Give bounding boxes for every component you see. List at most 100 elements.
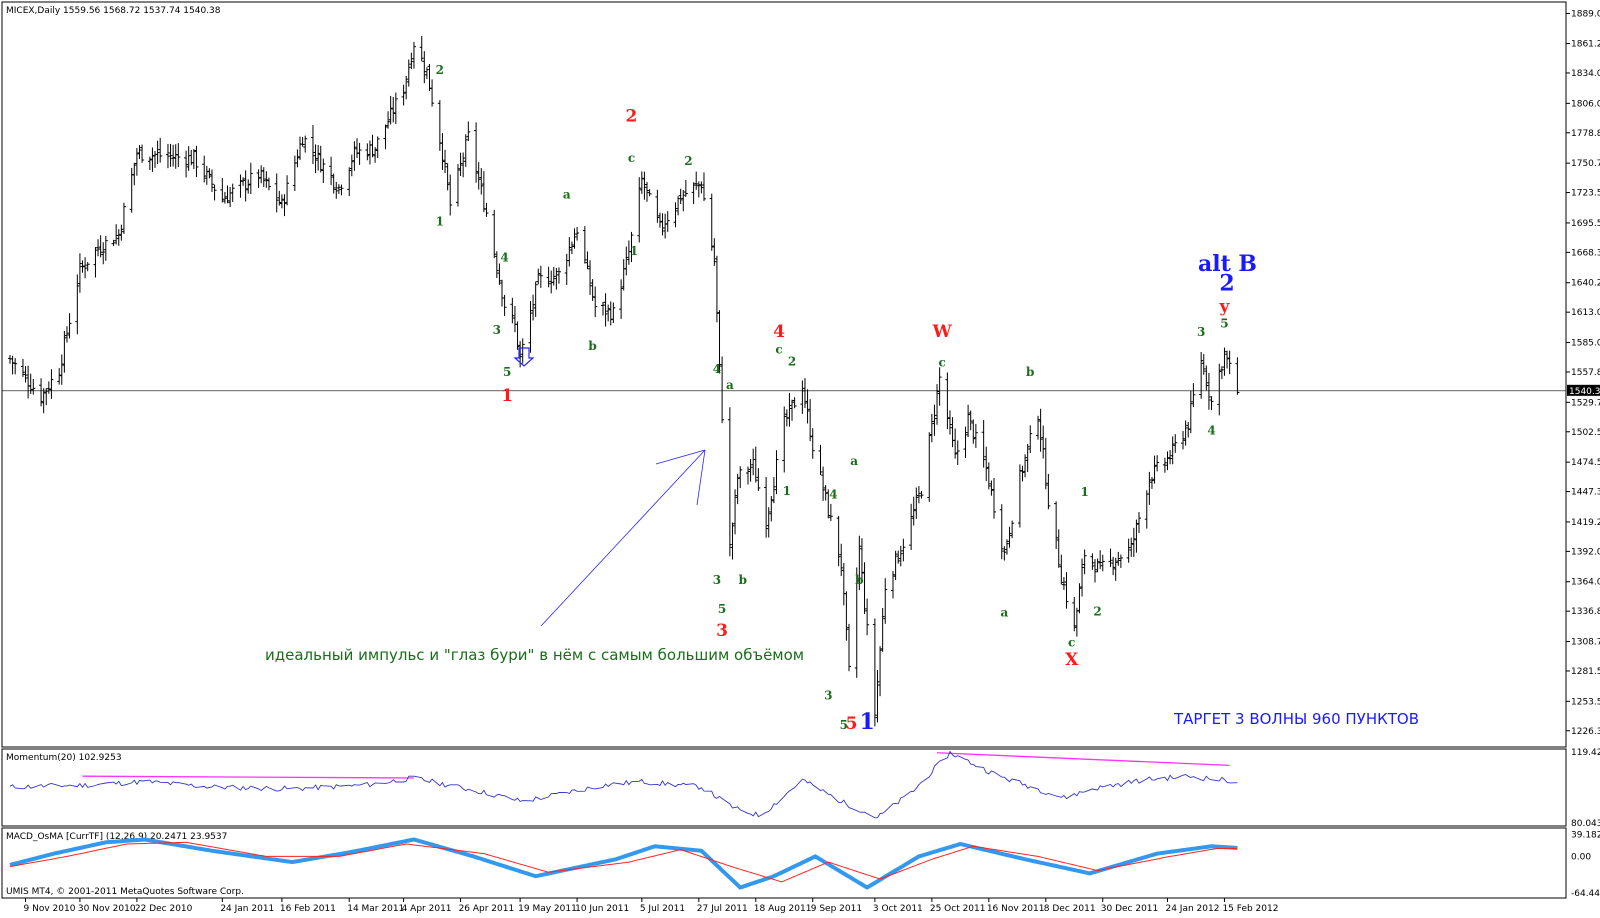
ohlc-bar [1072,596,1077,632]
ohlc-bar [875,670,880,723]
time-tick-label: 19 May 2011 [518,904,577,914]
wave-label: 4 [773,322,785,342]
ohlc-bar [1054,501,1059,550]
ohlc-bar [67,313,72,339]
wave-label: c [775,342,782,356]
ohlc-bar [1061,577,1066,590]
wave-label: 3 [1197,325,1205,339]
price-tick-label: 1253.50 [1571,697,1600,707]
time-tick-label: 14 Mar 2011 [347,904,404,914]
ohlc-bar [1002,546,1007,561]
wave-label: c [628,151,635,165]
ohlc-bar [901,538,906,562]
macd-axis: 39.1823 0.00 -64.4428 [1571,830,1600,899]
wave-label: 5 [503,365,511,379]
ohlc-bar [455,164,460,207]
price-tick-label: 1723.55 [1571,189,1600,199]
ohlc-bar [981,420,986,468]
ohlc-bar [406,59,411,87]
momentum-axis: 119.4233 80.0431 [1571,748,1600,829]
ohlc-bar [932,404,937,436]
ohlc-bar [533,281,538,317]
ohlc-bar [727,407,732,557]
ohlc-bar [1080,558,1085,597]
ohlc-bar [474,122,479,183]
price-axis: 1889.00 1861.25 1834.05 1806.00 1778.80 1750.… [1566,9,1600,737]
wave-label: 1 [859,709,874,735]
macd-panel-frame [1,827,1567,899]
ohlc-bar [699,181,704,194]
ohlc-bar [264,171,269,188]
ohlc-bar [730,522,735,560]
time-tick-label: 4 Apr 2011 [402,904,452,914]
target-note: ТАРГЕТ 3 ВОЛНЫ 960 ПУНКТОВ [1173,710,1419,728]
ohlc-bar [329,156,334,186]
ohlc-bar [916,486,921,504]
ohlc-bar [588,260,593,295]
ohlc-bar [756,468,761,491]
ohlc-bar [225,185,230,204]
ohlc-bar [624,246,629,276]
ohlc-bar [569,241,574,255]
ohlc-bar [23,366,28,383]
ohlc-bar [582,226,587,264]
time-tick-label: 24 Jan 2011 [220,904,274,914]
ohlc-bar [1126,538,1131,563]
ohlc-bar [774,450,779,495]
wave-label: 4 [1207,424,1215,438]
wave-label: 5 [840,718,848,732]
ohlc-bar [383,124,388,150]
ohlc-bar [1116,551,1121,566]
ohlc-bar [220,177,225,203]
ohlc-bar [476,162,481,190]
ohlc-bar [316,145,321,171]
ohlc-bar [243,170,248,202]
price-tick-label: 1529.75 [1571,398,1600,408]
ohlc-bar [184,150,189,178]
ohlc-bar [357,142,362,165]
ohlc-bar [973,423,978,448]
ohlc-bar [808,399,813,442]
ohlc-bar [168,143,173,167]
ohlc-bar [839,543,844,577]
wave-label: 1 [1080,485,1088,499]
time-tick-label: 5 Jul 2011 [640,904,685,914]
ohlc-bar [1038,408,1043,452]
ohlc-bar [1165,451,1170,471]
ohlc-bar [1181,431,1186,450]
wave-label: 1 [630,244,638,258]
ohlc-bar [1152,455,1157,484]
wave-label: a [563,188,571,202]
ohlc-bar [39,378,44,407]
ohlc-bar [846,623,851,672]
ohlc-bar [572,228,577,249]
ohlc-bar [536,268,541,285]
wave-label: 4 [713,362,721,376]
ohlc-bar [111,239,116,247]
ohlc-bar [989,480,994,496]
wave-label: 1 [501,386,513,406]
ohlc-bar [551,266,556,286]
ohlc-bar [238,174,243,198]
ohlc-bar [1059,554,1064,585]
ohlc-bar [914,487,919,519]
ohlc-bar [411,41,416,69]
ohlc-bar [1168,450,1173,465]
ohlc-bar [738,466,743,489]
time-tick-label: 10 Jun 2011 [575,904,629,914]
ohlc-bar [660,213,665,236]
ohlc-bar [1111,556,1116,576]
macd-tick-label: -64.4428 [1571,889,1600,899]
main-panel-frame [1,1,1567,748]
ohlc-bar [388,95,393,125]
ohlc-bar [766,507,771,538]
ohlc-bar [140,144,145,163]
ohlc-bar [1056,529,1061,568]
wave-label: 3 [713,573,721,587]
ohlc-bar [62,330,67,373]
momentum-line [9,750,1238,819]
ohlc-bar [443,149,448,173]
ohlc-bar [1004,539,1009,555]
ohlc-bar [1064,572,1069,609]
